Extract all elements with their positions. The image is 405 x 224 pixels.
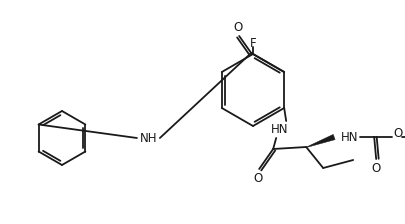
- Text: O: O: [233, 21, 242, 34]
- Text: F: F: [249, 37, 256, 50]
- Text: O: O: [371, 162, 380, 174]
- Polygon shape: [306, 134, 334, 147]
- Text: HN: HN: [339, 131, 357, 144]
- Text: NH: NH: [140, 131, 157, 144]
- Text: O: O: [392, 127, 402, 140]
- Text: O: O: [253, 172, 262, 185]
- Text: HN: HN: [270, 123, 287, 136]
